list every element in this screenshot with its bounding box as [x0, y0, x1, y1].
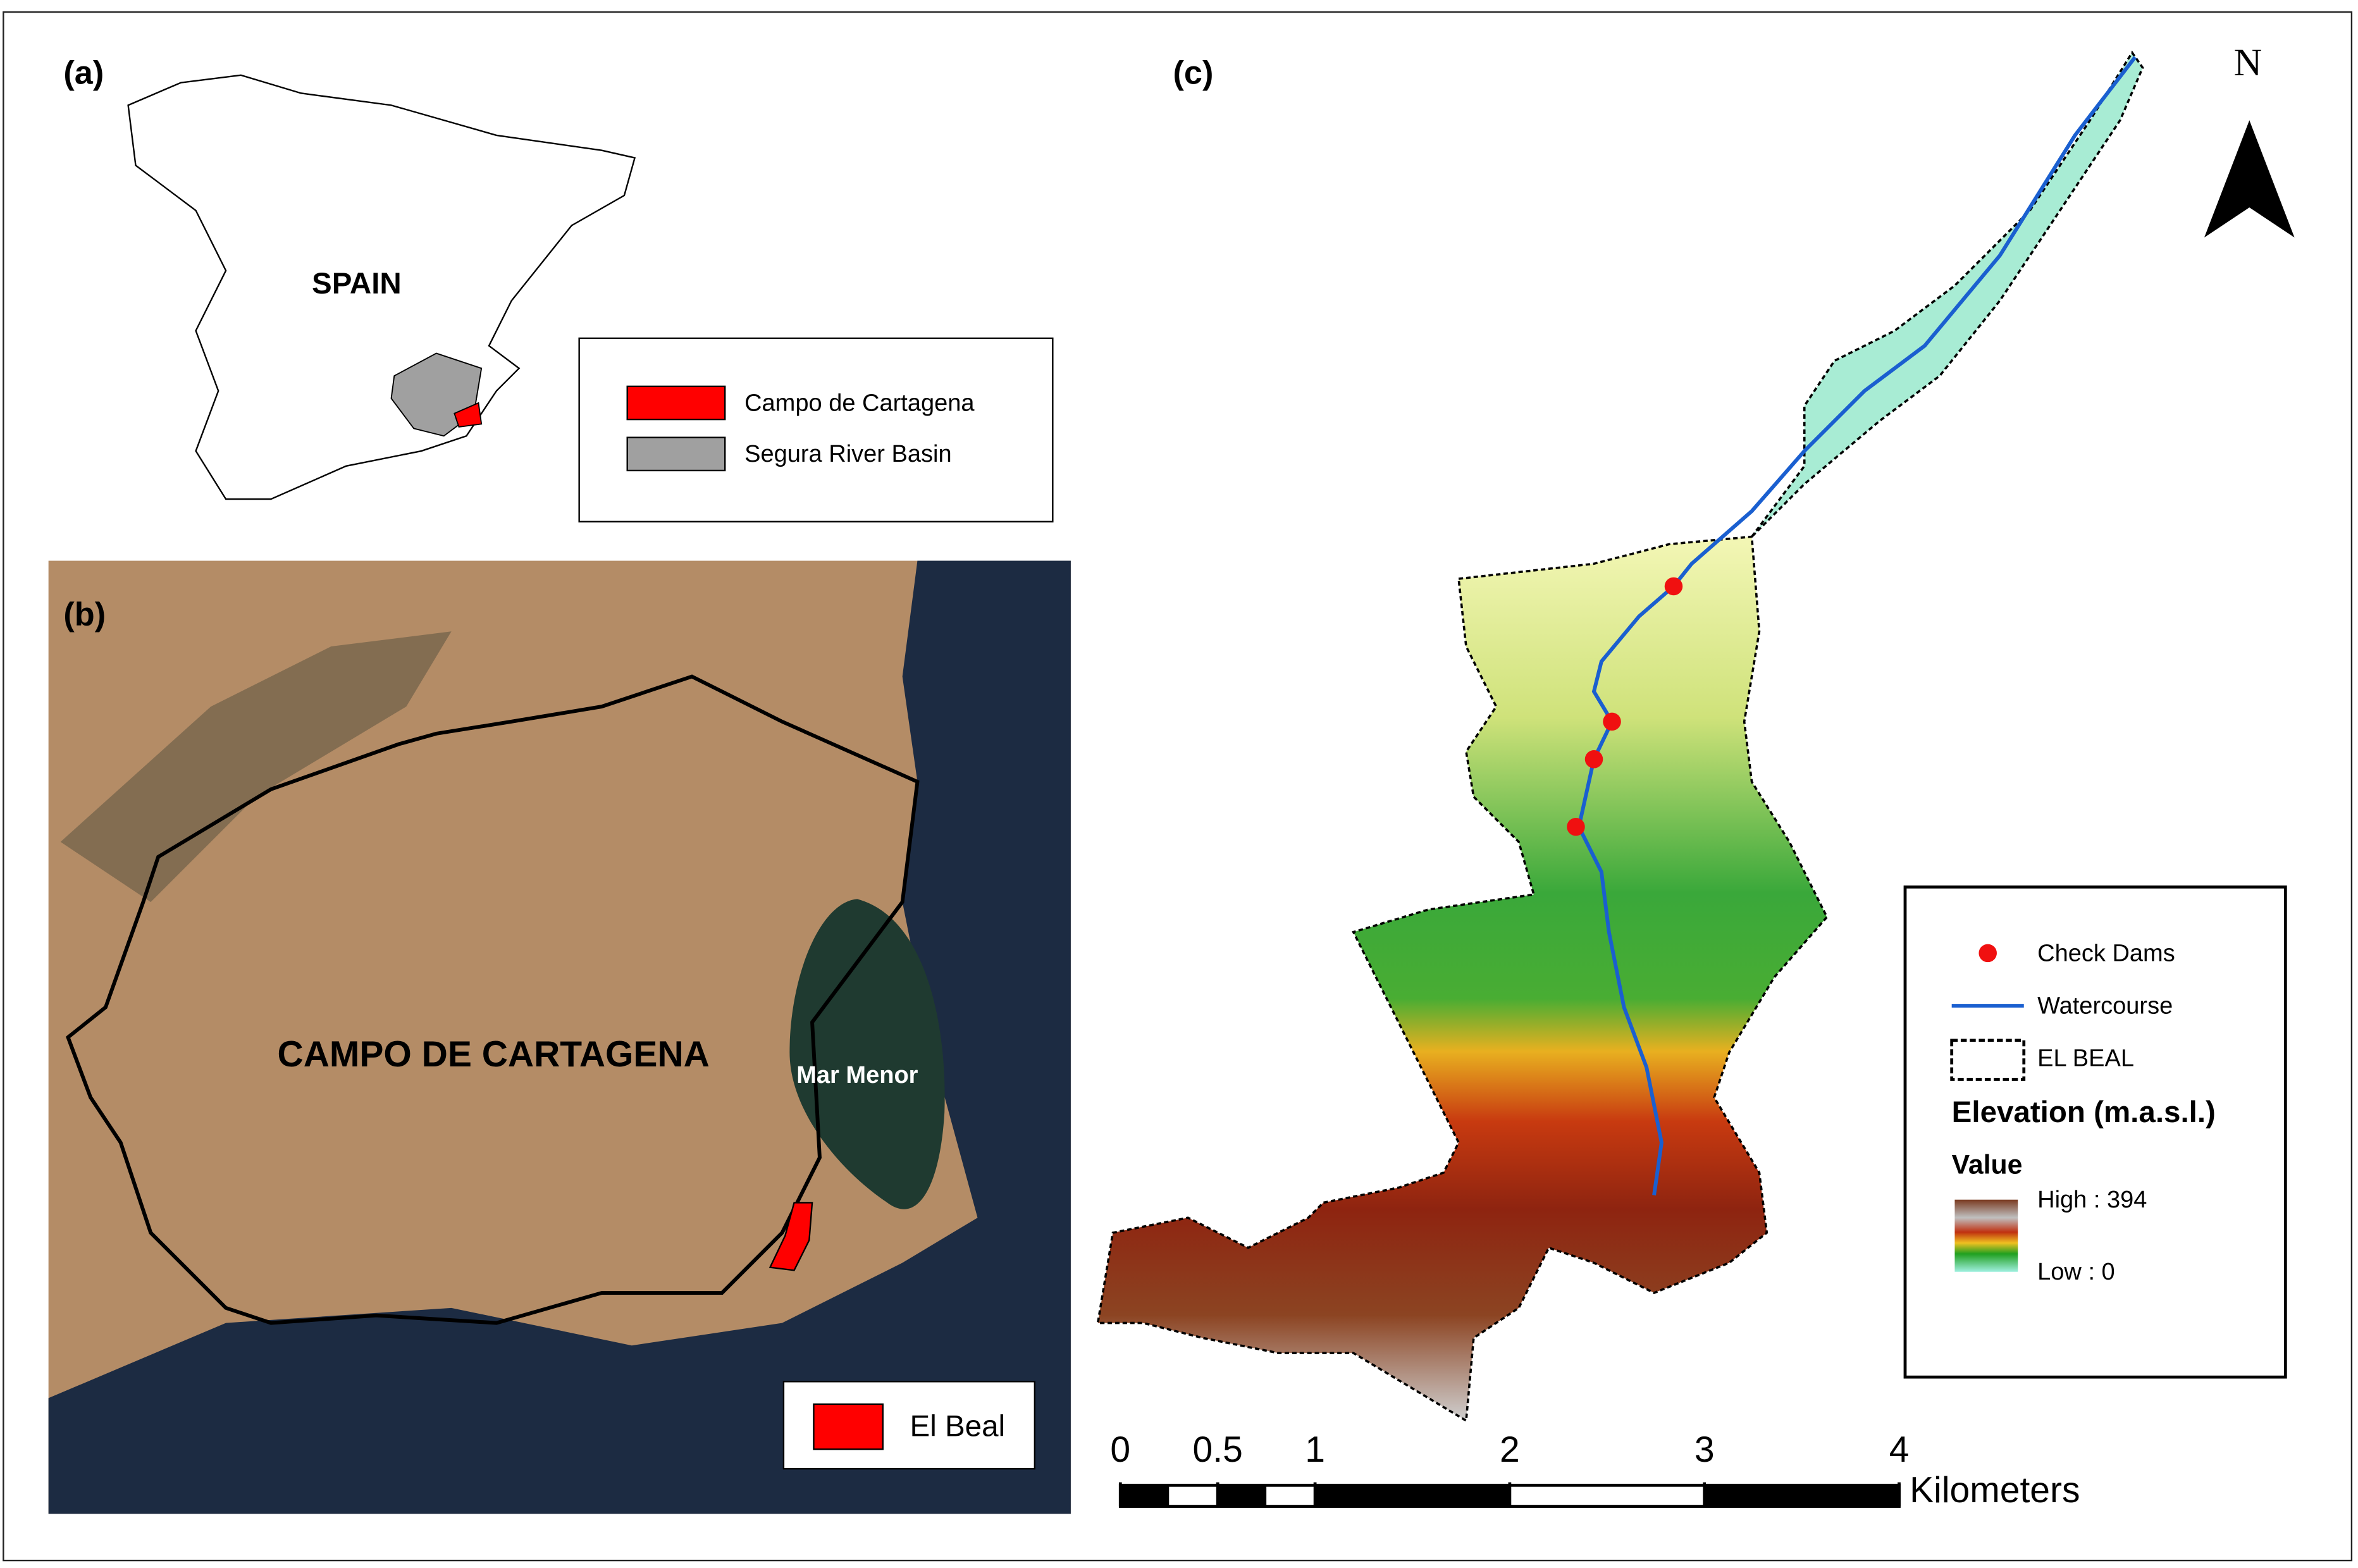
scale-segment	[1218, 1485, 1267, 1507]
mountains	[60, 631, 452, 903]
panel-label: (c)	[1173, 55, 1213, 92]
scale-tick-label: 2	[1500, 1429, 1520, 1470]
mar-menor	[789, 899, 945, 1209]
legend-label: El Beal	[910, 1410, 1006, 1443]
north-label: N	[2234, 41, 2262, 84]
scale-tick-label: 0.5	[1193, 1429, 1243, 1470]
legend-box	[1903, 885, 2287, 1379]
legend-label: EL BEAL	[2037, 1046, 2134, 1072]
watercourse	[1577, 56, 2137, 1195]
legend-box	[578, 337, 1054, 522]
country-label: SPAIN	[312, 267, 402, 300]
scale-segment	[1120, 1485, 1170, 1507]
scale-bar: 0 0.5 1 2 3 4	[1110, 1429, 1910, 1508]
panel-label: (a)	[63, 55, 104, 92]
legend-title: Elevation (m.a.s.l.)	[1952, 1096, 2216, 1129]
check-dam	[1664, 577, 1683, 596]
frame	[3, 11, 2353, 1562]
legend-swatch	[813, 1403, 884, 1450]
scale-tick-label: 0	[1110, 1429, 1130, 1470]
scale-tick-label: 4	[1889, 1429, 1910, 1470]
legend-label: Segura River Basin	[744, 441, 952, 467]
color-ramp	[1954, 1199, 2018, 1272]
legend-label: Campo de Cartagena	[744, 390, 975, 416]
catchment	[1096, 535, 1829, 1423]
legend-label: Low : 0	[2037, 1259, 2115, 1285]
panel-label: (b)	[63, 596, 106, 633]
legend-subtitle: Value	[1952, 1150, 2023, 1180]
scale-segment	[1315, 1485, 1510, 1507]
campo-de-cartagena	[454, 402, 483, 428]
spain-outline	[127, 74, 636, 500]
legend-label: High : 394	[2037, 1187, 2147, 1213]
catchment-corridor	[1751, 50, 2144, 538]
legend-box	[782, 1381, 1036, 1470]
legend-label: Watercourse	[2037, 993, 2173, 1020]
check-dam	[1603, 712, 1621, 731]
legend-label: Check Dams	[2037, 940, 2175, 966]
scale-tick-label: 1	[1305, 1429, 1325, 1470]
legend-swatch	[626, 385, 726, 421]
lagoon-label: Mar Menor	[796, 1062, 918, 1089]
check-dam	[1584, 750, 1603, 769]
region-label: CAMPO DE CARTAGENA	[278, 1034, 710, 1075]
scale-segment	[1704, 1485, 1899, 1507]
scale-unit: Kilometers	[1910, 1470, 2080, 1510]
legend-symbol	[1950, 1039, 2026, 1081]
el-beal	[769, 1202, 813, 1271]
north-arrow	[2204, 120, 2295, 238]
check-dam	[1567, 817, 1585, 836]
region-boundary	[66, 674, 920, 1325]
legend-symbol	[1978, 944, 1997, 963]
scale-tick-label: 3	[1694, 1429, 1715, 1470]
legend-swatch	[626, 436, 726, 472]
